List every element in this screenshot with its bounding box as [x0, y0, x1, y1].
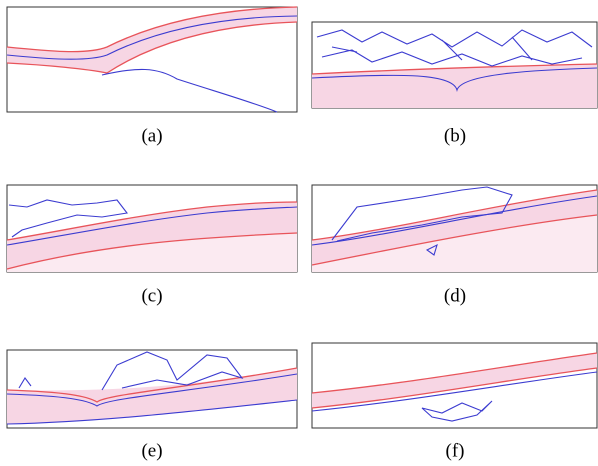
boundary — [6, 6, 298, 53]
noise-contours — [316, 29, 593, 67]
boundary — [6, 367, 298, 403]
noise-contours — [8, 199, 128, 238]
noise-contours — [331, 186, 513, 256]
boundary — [6, 21, 298, 74]
panel-c — [6, 184, 298, 273]
boundary — [6, 15, 298, 60]
boundary — [6, 232, 298, 270]
lower-layer — [312, 215, 597, 272]
tissue-layer — [312, 353, 597, 408]
panel-label: (e) — [141, 440, 162, 461]
boundary — [311, 63, 598, 75]
panel-label: (a) — [141, 125, 162, 146]
panel-a — [6, 6, 298, 113]
boundary — [311, 352, 598, 394]
panel-label: (b) — [444, 125, 466, 146]
tissue-layer — [7, 368, 297, 424]
boundary — [6, 399, 298, 425]
tissue-layer — [312, 190, 597, 265]
boundary — [101, 68, 278, 113]
panel-d — [311, 184, 598, 273]
boundary — [311, 195, 598, 246]
boundary — [6, 201, 298, 241]
boundary — [311, 67, 598, 92]
noise-contours — [18, 351, 244, 391]
panel-e — [6, 349, 298, 429]
boundary — [311, 214, 598, 266]
tissue-layer — [7, 202, 297, 269]
tissue-layer — [7, 7, 297, 73]
panel-b — [311, 21, 598, 109]
boundary — [6, 206, 298, 246]
boundary — [311, 371, 598, 412]
noise-contours — [421, 400, 493, 422]
panel-label: (d) — [444, 285, 466, 306]
boundary — [6, 373, 298, 407]
panel-label: (c) — [141, 285, 162, 306]
panel-label: (f) — [446, 440, 465, 461]
boundary — [311, 189, 598, 241]
boundary — [311, 367, 598, 409]
panel-f — [311, 342, 598, 429]
